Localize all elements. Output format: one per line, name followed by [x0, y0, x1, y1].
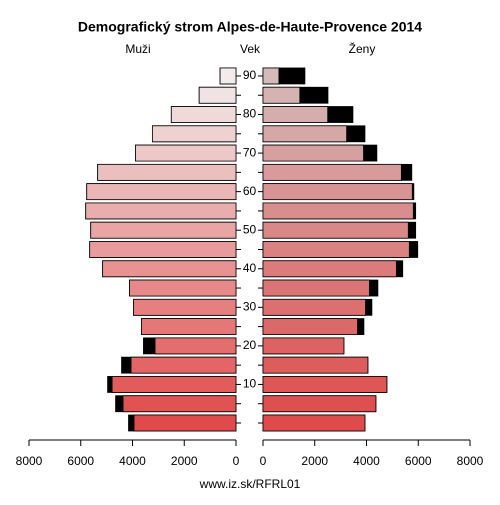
bar-common	[262, 86, 301, 104]
x-tick-label: 0	[260, 454, 267, 468]
bar-common	[262, 318, 358, 336]
center-label: Vek	[240, 42, 261, 56]
bar-common	[122, 395, 237, 413]
bar-common	[262, 356, 369, 374]
bar-common	[262, 183, 413, 201]
bar-common	[262, 163, 402, 181]
bar-common	[102, 260, 237, 278]
bar-common	[130, 356, 237, 374]
source: www.iz.sk/RFRL01	[199, 477, 301, 491]
bar-common	[262, 125, 348, 143]
bar-common	[141, 318, 237, 336]
bar-common	[133, 414, 237, 432]
left-label: Muži	[125, 42, 150, 56]
bar-common	[86, 183, 237, 201]
x-tick-label: 8000	[16, 454, 43, 468]
y-tick-label: 80	[243, 107, 257, 121]
x-tick-label: 2000	[301, 454, 328, 468]
x-tick-label: 6000	[405, 454, 432, 468]
y-tick-label: 30	[243, 299, 257, 313]
x-tick-label: 4000	[119, 454, 146, 468]
y-tick-label: 60	[243, 184, 257, 198]
bar-common	[219, 67, 237, 85]
bar-common	[154, 337, 237, 355]
bar-common	[170, 106, 237, 123]
y-tick-label: 70	[243, 145, 257, 159]
bar-common	[262, 414, 366, 432]
y-tick-label: 40	[243, 261, 257, 275]
bar-common	[89, 241, 237, 258]
bar-common	[262, 67, 280, 85]
x-tick-label: 6000	[67, 454, 94, 468]
bar-common	[85, 202, 237, 220]
chart-title: Demografický strom Alpes-de-Haute-Proven…	[78, 19, 422, 35]
bar-common	[262, 221, 409, 239]
bar-common	[97, 163, 237, 181]
y-tick-label: 50	[243, 222, 257, 236]
bar-common	[129, 279, 237, 297]
bar-common	[262, 241, 410, 258]
bar-common	[198, 86, 237, 104]
right-label: Ženy	[349, 41, 376, 56]
x-tick-label: 4000	[353, 454, 380, 468]
x-tick-label: 2000	[171, 454, 198, 468]
bar-common	[133, 298, 237, 316]
y-tick-label: 20	[243, 338, 257, 352]
bar-common	[262, 298, 366, 316]
bar-common	[262, 279, 370, 297]
bar-common	[262, 395, 377, 413]
x-tick-label: 0	[233, 454, 240, 468]
bar-common	[262, 376, 388, 393]
x-tick-label: 8000	[457, 454, 484, 468]
bar-common	[262, 337, 345, 355]
bar-common	[90, 221, 237, 239]
bar-common	[262, 202, 414, 220]
y-tick-label: 10	[243, 377, 257, 391]
bar-common	[151, 125, 237, 143]
bar-common	[262, 106, 329, 123]
y-tick-label: 90	[243, 68, 257, 82]
bar-common	[111, 376, 237, 393]
bar-common	[262, 144, 364, 162]
bar-common	[135, 144, 237, 162]
bar-common	[262, 260, 397, 278]
